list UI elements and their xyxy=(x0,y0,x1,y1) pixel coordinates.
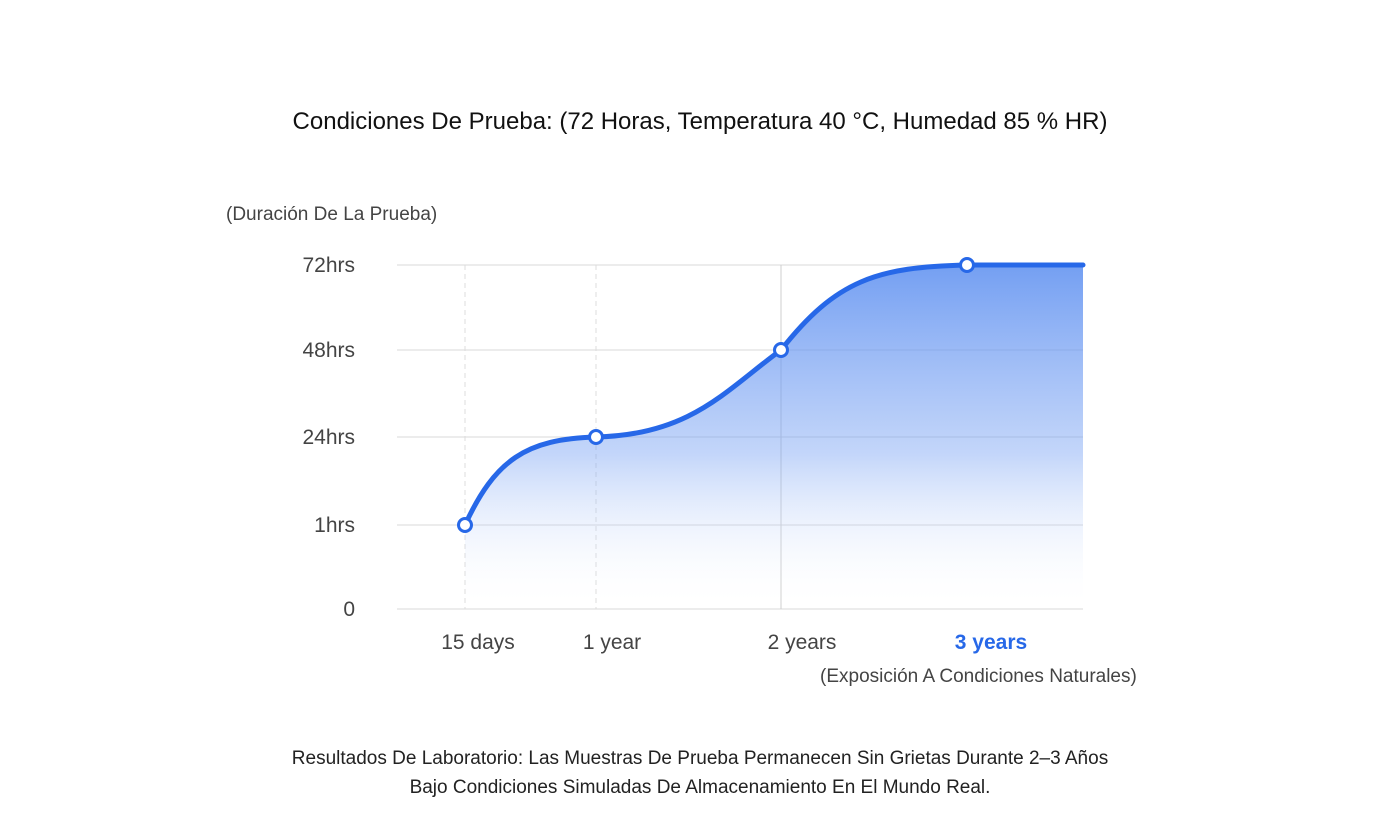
y-tick-label: 24hrs xyxy=(302,426,355,449)
chart-title: Condiciones De Prueba: (72 Horas, Temper… xyxy=(292,108,1108,135)
y-tick-label: 0 xyxy=(343,598,355,621)
footer-note: Resultados De Laboratorio: Las Muestras … xyxy=(0,744,1400,802)
x-tick-label: 15 days xyxy=(441,631,515,654)
footer-line-2: Bajo Condiciones Simuladas De Almacenami… xyxy=(409,777,991,798)
chart-series-line xyxy=(462,262,1086,528)
y-axis-label: (Duración De La Prueba) xyxy=(226,204,438,225)
x-tick-label: 2 years xyxy=(768,631,837,654)
y-tick-label: 48hrs xyxy=(302,339,355,362)
x-axis-label: (Exposición A Condiciones Naturales) xyxy=(820,666,1137,687)
footer-line-1: Resultados De Laboratorio: Las Muestras … xyxy=(291,748,1109,769)
data-point xyxy=(588,429,604,445)
data-point xyxy=(457,517,473,533)
x-tick-label: 3 years xyxy=(955,631,1027,654)
x-tick-label: 1 year xyxy=(583,631,641,654)
data-point xyxy=(773,342,789,358)
data-point xyxy=(959,257,975,273)
chart-area-fill xyxy=(465,265,1083,609)
y-tick-label: 72hrs xyxy=(302,254,355,277)
y-tick-label: 1hrs xyxy=(314,514,355,537)
